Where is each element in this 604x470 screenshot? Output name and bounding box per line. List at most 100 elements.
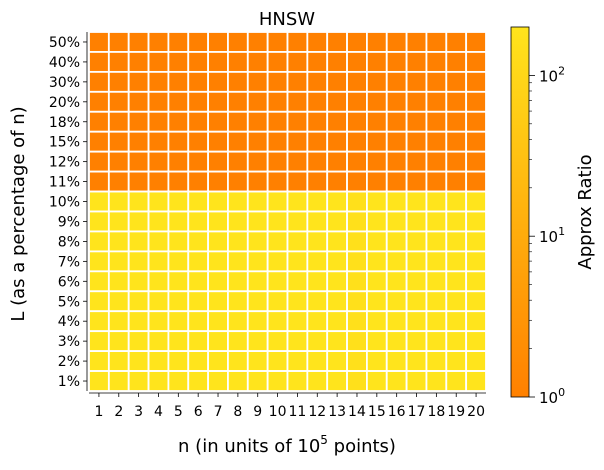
heatmap-cell bbox=[127, 290, 150, 313]
heatmap-cell bbox=[405, 250, 428, 273]
x-tick-label: 3 bbox=[134, 404, 143, 420]
heatmap-cells bbox=[88, 31, 487, 392]
heatmap-cell bbox=[346, 31, 368, 53]
heatmap-cell bbox=[167, 350, 190, 372]
y-tick-label: 4% bbox=[58, 314, 80, 330]
x-tick-label: 5 bbox=[174, 404, 183, 420]
heatmap-cell bbox=[127, 190, 150, 213]
heatmap-cell bbox=[306, 290, 329, 313]
heatmap-cell bbox=[88, 90, 110, 113]
y-tick-label: 7% bbox=[58, 254, 80, 270]
heatmap-cell bbox=[365, 130, 388, 153]
heatmap-cell bbox=[227, 70, 249, 93]
heatmap-cell bbox=[266, 170, 289, 193]
heatmap-cell bbox=[207, 250, 229, 273]
heatmap-cell bbox=[465, 70, 487, 93]
heatmap-cell bbox=[286, 370, 309, 392]
heatmap-cell bbox=[326, 230, 348, 253]
heatmap-cell bbox=[365, 190, 388, 213]
heatmap-cell bbox=[127, 110, 150, 133]
heatmap-cell bbox=[167, 190, 190, 213]
heatmap-cell bbox=[246, 70, 269, 93]
x-tick-label: 6 bbox=[194, 404, 203, 420]
heatmap-cell bbox=[286, 110, 309, 133]
heatmap-cell bbox=[207, 290, 229, 313]
heatmap-cell bbox=[107, 230, 130, 253]
heatmap-cell bbox=[127, 150, 150, 173]
heatmap-cell bbox=[405, 370, 428, 392]
heatmap-cell bbox=[365, 51, 388, 73]
heatmap-cell bbox=[425, 270, 448, 293]
heatmap-cell bbox=[346, 330, 368, 353]
heatmap-cell bbox=[266, 190, 289, 213]
heatmap-cell bbox=[365, 330, 388, 353]
heatmap-cell bbox=[187, 330, 210, 353]
y-tick-label: 9% bbox=[58, 214, 80, 230]
heatmap-cell bbox=[445, 51, 468, 73]
y-tick-label: 8% bbox=[58, 234, 80, 250]
heatmap-cell bbox=[207, 370, 229, 392]
heatmap-cell bbox=[346, 150, 368, 173]
x-tick-label: 4 bbox=[154, 404, 163, 420]
heatmap-cell bbox=[88, 150, 110, 173]
heatmap-cell bbox=[365, 90, 388, 113]
x-tick-label: 19 bbox=[447, 404, 465, 420]
heatmap-cell bbox=[465, 130, 487, 153]
heatmap-cell bbox=[445, 210, 468, 233]
heatmap-cell bbox=[107, 70, 130, 93]
heatmap-cell bbox=[207, 150, 229, 173]
heatmap-cell bbox=[365, 350, 388, 372]
heatmap-cell bbox=[326, 130, 348, 153]
heatmap-cell bbox=[246, 350, 269, 372]
heatmap-cell bbox=[405, 210, 428, 233]
heatmap-cell bbox=[167, 330, 190, 353]
heatmap-cell bbox=[246, 150, 269, 173]
heatmap-cell bbox=[385, 230, 408, 253]
heatmap-cell bbox=[346, 170, 368, 193]
y-tick-label: 40% bbox=[49, 55, 80, 71]
heatmap-cell bbox=[227, 330, 249, 353]
heatmap-cell bbox=[405, 70, 428, 93]
heatmap-cell bbox=[147, 110, 170, 133]
heatmap-cell bbox=[227, 290, 249, 313]
heatmap-cell bbox=[88, 350, 110, 372]
heatmap-cell bbox=[88, 210, 110, 233]
y-tick-label: 18% bbox=[49, 115, 80, 131]
x-tick-label: 11 bbox=[289, 404, 307, 420]
x-axis-label-main: n (in units of 10 bbox=[178, 436, 320, 457]
heatmap-cell bbox=[465, 310, 487, 333]
heatmap-cell bbox=[425, 310, 448, 333]
heatmap-cell bbox=[346, 230, 368, 253]
heatmap-cell bbox=[88, 51, 110, 73]
heatmap-cell bbox=[207, 90, 229, 113]
heatmap-cell bbox=[107, 170, 130, 193]
heatmap-cell bbox=[326, 290, 348, 313]
heatmap-cell bbox=[346, 90, 368, 113]
heatmap-cell bbox=[365, 170, 388, 193]
heatmap-cell bbox=[187, 90, 210, 113]
heatmap-cell bbox=[405, 150, 428, 173]
heatmap-cell bbox=[246, 190, 269, 213]
x-axis: 1 2 3 4 5 6 7 8 9 10 11 12 13 14 15 16 17 18 19 20 bbox=[89, 392, 486, 420]
heatmap-cell bbox=[445, 310, 468, 333]
heatmap-cell bbox=[167, 230, 190, 253]
heatmap-cell bbox=[266, 70, 289, 93]
heatmap-cell bbox=[207, 330, 229, 353]
heatmap-cell bbox=[266, 210, 289, 233]
heatmap-cell bbox=[365, 230, 388, 253]
heatmap-cell bbox=[167, 250, 190, 273]
heatmap-cell bbox=[107, 190, 130, 213]
heatmap-cell bbox=[187, 270, 210, 293]
heatmap-cell bbox=[147, 270, 170, 293]
heatmap-cell bbox=[326, 51, 348, 73]
heatmap-cell bbox=[405, 130, 428, 153]
heatmap-cell bbox=[207, 130, 229, 153]
heatmap-cell bbox=[385, 110, 408, 133]
y-tick-label: 10% bbox=[49, 195, 80, 211]
heatmap-cell bbox=[167, 290, 190, 313]
heatmap-cell bbox=[227, 370, 249, 392]
heatmap-cell bbox=[365, 250, 388, 273]
heatmap-cell bbox=[127, 70, 150, 93]
x-axis-label-exponent: 5 bbox=[320, 433, 328, 447]
heatmap-cell bbox=[127, 250, 150, 273]
